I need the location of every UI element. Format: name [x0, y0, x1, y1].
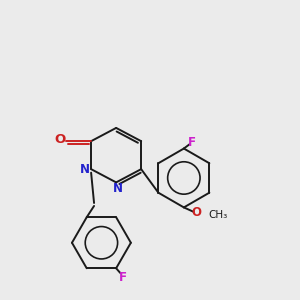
- Text: F: F: [188, 136, 196, 149]
- Text: O: O: [191, 206, 202, 219]
- Text: N: N: [80, 163, 90, 176]
- Text: N: N: [112, 182, 123, 195]
- Text: O: O: [54, 133, 65, 146]
- Text: CH₃: CH₃: [208, 210, 228, 220]
- Text: F: F: [118, 272, 127, 284]
